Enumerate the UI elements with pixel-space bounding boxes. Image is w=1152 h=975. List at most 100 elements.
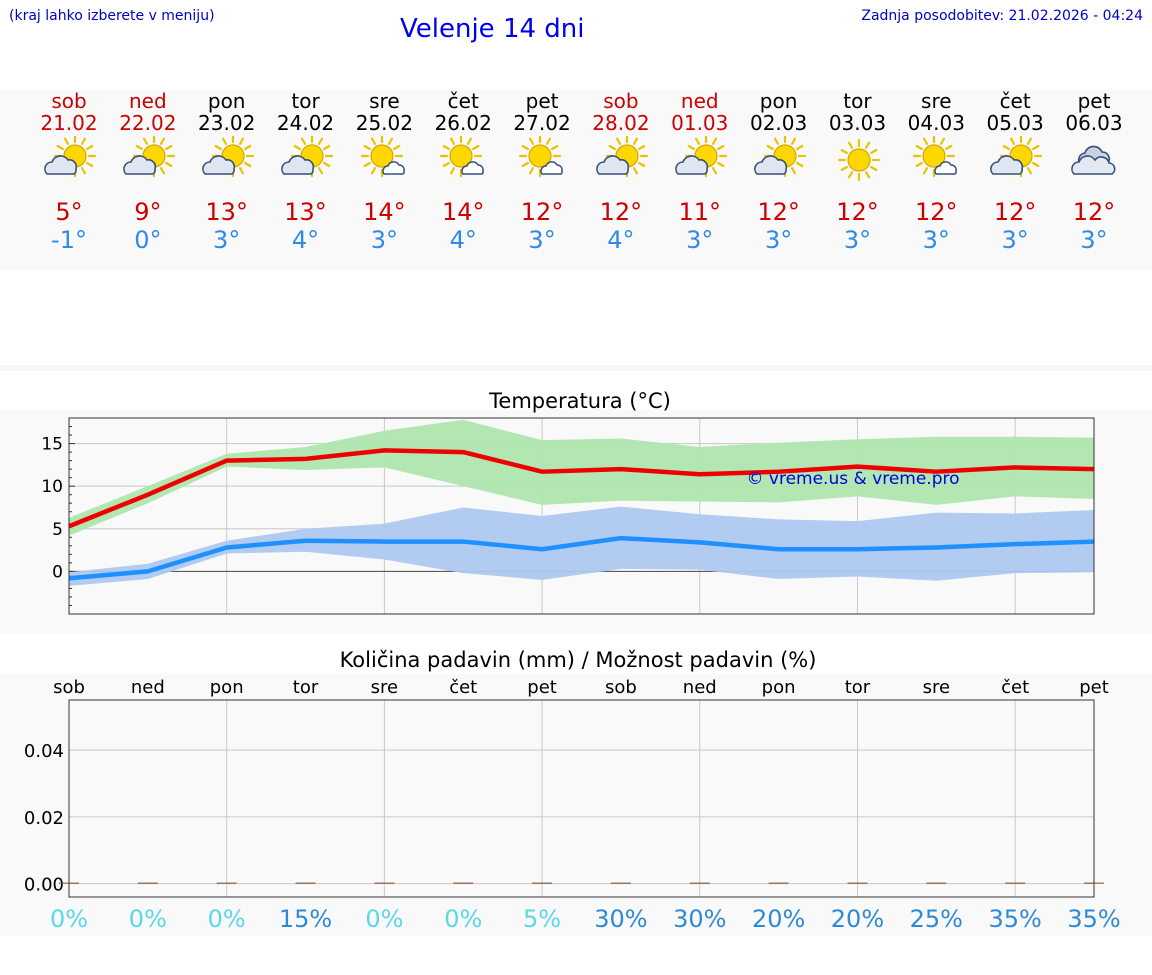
sun-cloud-small-icon — [913, 136, 958, 178]
day-name: pon — [759, 89, 798, 113]
cloud-sun-icon — [201, 136, 254, 178]
x-tick-label: pon — [762, 677, 796, 698]
precip-chance-label: 0% — [129, 905, 167, 933]
x-tick-label: sob — [605, 677, 637, 698]
plot-border — [68, 699, 1095, 898]
x-tick-label: čet — [1001, 677, 1029, 698]
temp-min: 3° — [686, 226, 714, 254]
day-date: 28.02 — [592, 111, 650, 135]
cloud-sun-icon — [674, 136, 727, 178]
precip-chance-label: 35% — [988, 905, 1041, 933]
day-name: pet — [1077, 89, 1111, 113]
precipitation-chart-title: Količina padavin (mm) / Možnost padavin … — [340, 648, 817, 672]
plot-border — [68, 417, 1095, 615]
day-column: pon 02.03 12° 3° — [734, 90, 824, 254]
temp-min: 3° — [922, 226, 950, 254]
x-tick-label: pet — [1079, 677, 1109, 698]
x-tick-label: tor — [293, 677, 319, 698]
precip-chance-label: 30% — [594, 905, 647, 933]
day-name: sob — [603, 89, 639, 113]
temp-min: -1° — [51, 226, 87, 254]
day-date: 06.03 — [1065, 111, 1123, 135]
temp-min: 3° — [370, 226, 399, 254]
precip-chance-label: 0% — [50, 905, 88, 933]
cloud-sun-icon — [122, 136, 175, 178]
precip-bar — [768, 882, 789, 884]
precip-bar — [926, 882, 947, 884]
temperature-chart: Temperatura (°C) 0 5 10 15 © vreme.us & vreme… — [41, 389, 1095, 615]
precip-bar — [374, 882, 395, 884]
temp-max: 12° — [520, 198, 564, 226]
temp-min: 4° — [291, 226, 320, 254]
day-date: 21.02 — [40, 111, 98, 135]
precip-chance-label: 0% — [444, 905, 482, 933]
day-column: pet 27.02 12° 3° — [497, 90, 587, 254]
cloud-sun-icon — [280, 136, 333, 178]
last-updated: Zadnja posodobitev: 21.02.2026 - 04:24 — [861, 8, 1143, 24]
temp-max: 12° — [599, 198, 643, 226]
cloud-sun-icon — [990, 136, 1043, 178]
day-column: pon 23.02 13° 3° — [182, 90, 272, 254]
day-name: sre — [921, 89, 952, 113]
temp-max: 11° — [678, 198, 722, 226]
precip-chance-label: 35% — [1067, 905, 1120, 933]
day-date: 23.02 — [198, 111, 256, 135]
cloudy-icon — [1071, 145, 1116, 175]
day-column: sob 28.02 12° 4° — [576, 90, 666, 254]
day-column: ned 22.02 9° 0° — [103, 90, 193, 254]
day-date: 03.03 — [828, 111, 887, 135]
precip-chance-label: 30% — [673, 905, 726, 933]
x-tick-label: sre — [923, 677, 950, 698]
temp-max: 14° — [441, 198, 485, 226]
x-tick-label: ned — [683, 677, 717, 698]
day-column: tor 03.03 12° 3° — [812, 90, 902, 254]
sun-icon — [838, 138, 881, 182]
temp-max-line — [68, 448, 1095, 529]
x-tick-label: sob — [53, 677, 85, 698]
temp-min: 3° — [843, 226, 872, 254]
day-column: sob 21.02 5° -1° — [24, 90, 114, 254]
temp-min: 0° — [134, 226, 162, 254]
y-tick-label: 10 — [41, 477, 63, 497]
precip-chance-label: 15% — [279, 905, 332, 933]
precip-bar — [216, 882, 237, 884]
y-tick-label: 0.02 — [24, 808, 64, 829]
cloud-sun-icon — [44, 136, 97, 178]
temp-max: 12° — [1072, 198, 1116, 226]
day-date: 04.03 — [907, 111, 965, 135]
temp-min: 3° — [528, 226, 556, 254]
day-column: čet 05.03 12° 3° — [970, 90, 1060, 254]
x-tick-label: tor — [845, 677, 871, 698]
x-tick-label: pon — [210, 677, 244, 698]
temp-max: 13° — [284, 198, 327, 226]
precip-chance-label: 20% — [831, 905, 884, 933]
sun-cloud-small-icon — [361, 136, 406, 178]
day-date: 22.02 — [119, 111, 177, 135]
precipitation-chart: Količina padavin (mm) / Možnost padavin … — [24, 648, 1121, 933]
day-date: 02.03 — [749, 111, 808, 135]
precip-chance-label: 0% — [365, 905, 403, 933]
temp-max: 12° — [836, 198, 879, 226]
precip-chance-label: 5% — [523, 905, 561, 933]
day-column: tor 24.02 13° 4° — [261, 90, 351, 254]
day-name: pon — [207, 89, 246, 113]
temp-min: 4° — [607, 226, 635, 254]
day-name: sob — [51, 89, 87, 113]
day-name: ned — [129, 89, 167, 113]
temp-max: 9° — [134, 198, 162, 226]
x-tick-label: sre — [371, 677, 398, 698]
temp-min: 3° — [213, 226, 241, 254]
day-name: pet — [525, 89, 559, 113]
temp-min: 4° — [449, 226, 477, 254]
x-tick-label: pet — [527, 677, 557, 698]
precip-bar — [137, 882, 158, 884]
day-column: sre 25.02 14° 3° — [339, 90, 429, 254]
day-date: 24.02 — [276, 111, 335, 135]
precip-bar — [847, 882, 868, 884]
day-date: 27.02 — [513, 111, 571, 135]
precip-bar — [610, 882, 631, 884]
day-date: 25.02 — [355, 111, 413, 135]
divider — [0, 365, 1152, 371]
temp-max: 14° — [363, 198, 406, 226]
forecast-panel — [0, 90, 1152, 270]
